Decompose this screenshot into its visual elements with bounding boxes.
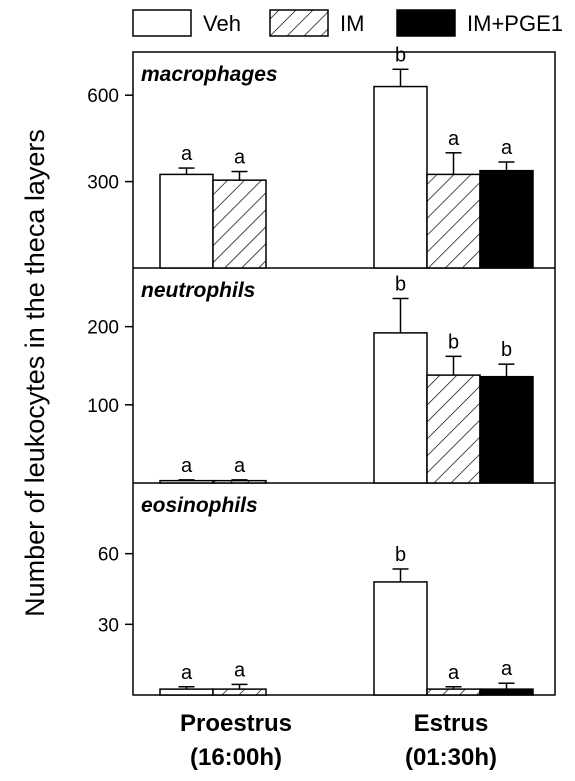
bar-eosinophils-im [212, 688, 267, 696]
y-tick-label: 60 [98, 545, 119, 566]
bar-neutrophils-im-pge1 [479, 375, 534, 484]
bar-eosinophils-veh [373, 581, 428, 696]
significance-label: a [448, 128, 460, 150]
x-category-label: Proestrus [180, 710, 292, 737]
bar-eosinophils-veh [159, 688, 214, 696]
legend-swatch-im-pge1 [396, 9, 456, 37]
panel-title-eosinophils: eosinophils [141, 494, 258, 517]
significance-label: b [448, 331, 459, 353]
significance-label: a [181, 662, 193, 684]
bar-eosinophils-im [426, 688, 481, 696]
legend-swatch-veh [132, 9, 192, 37]
legend-label-im-pge1: IM+PGE1 [467, 11, 563, 36]
significance-label: a [181, 455, 193, 477]
legend-label-im: IM [340, 11, 364, 36]
panel-title-macrophages: macrophages [141, 63, 278, 86]
bar-neutrophils-im [212, 479, 267, 484]
significance-label: b [395, 44, 406, 66]
y-tick-label: 200 [87, 318, 119, 339]
bar-macrophages-im [426, 173, 481, 269]
significance-label: a [234, 455, 246, 477]
significance-label: a [448, 662, 460, 684]
plot-frame [132, 51, 556, 696]
y-tick-label: 100 [87, 396, 119, 417]
x-category-label: Estrus [414, 710, 489, 737]
x-category-label: (16:00h) [190, 744, 282, 771]
significance-label: b [395, 544, 406, 566]
y-tick-label: 600 [87, 86, 119, 107]
panel-title-neutrophils: neutrophils [141, 279, 255, 302]
significance-label: b [501, 339, 512, 361]
x-category-label: (01:30h) [405, 744, 497, 771]
significance-label: a [234, 659, 246, 681]
y-tick-label: 30 [98, 615, 119, 636]
bar-neutrophils-veh [373, 332, 428, 484]
significance-label: a [501, 137, 513, 159]
bar-neutrophils-veh [159, 479, 214, 484]
significance-label: a [234, 147, 246, 169]
bar-macrophages-im-pge1 [479, 169, 534, 269]
bar-macrophages-im [212, 179, 267, 269]
significance-label: b [395, 273, 406, 295]
bar-neutrophils-im [426, 374, 481, 484]
significance-label: a [181, 143, 193, 165]
y-tick-label: 300 [87, 173, 119, 194]
bar-macrophages-veh [373, 85, 428, 269]
legend-label-veh: Veh [203, 11, 241, 36]
y-axis-label: Number of leukocytes in the theca layers [20, 129, 50, 617]
bar-macrophages-veh [159, 173, 214, 269]
bar-eosinophils-im-pge1 [479, 688, 534, 696]
significance-label: a [501, 658, 513, 680]
legend-swatch-im [269, 9, 329, 37]
